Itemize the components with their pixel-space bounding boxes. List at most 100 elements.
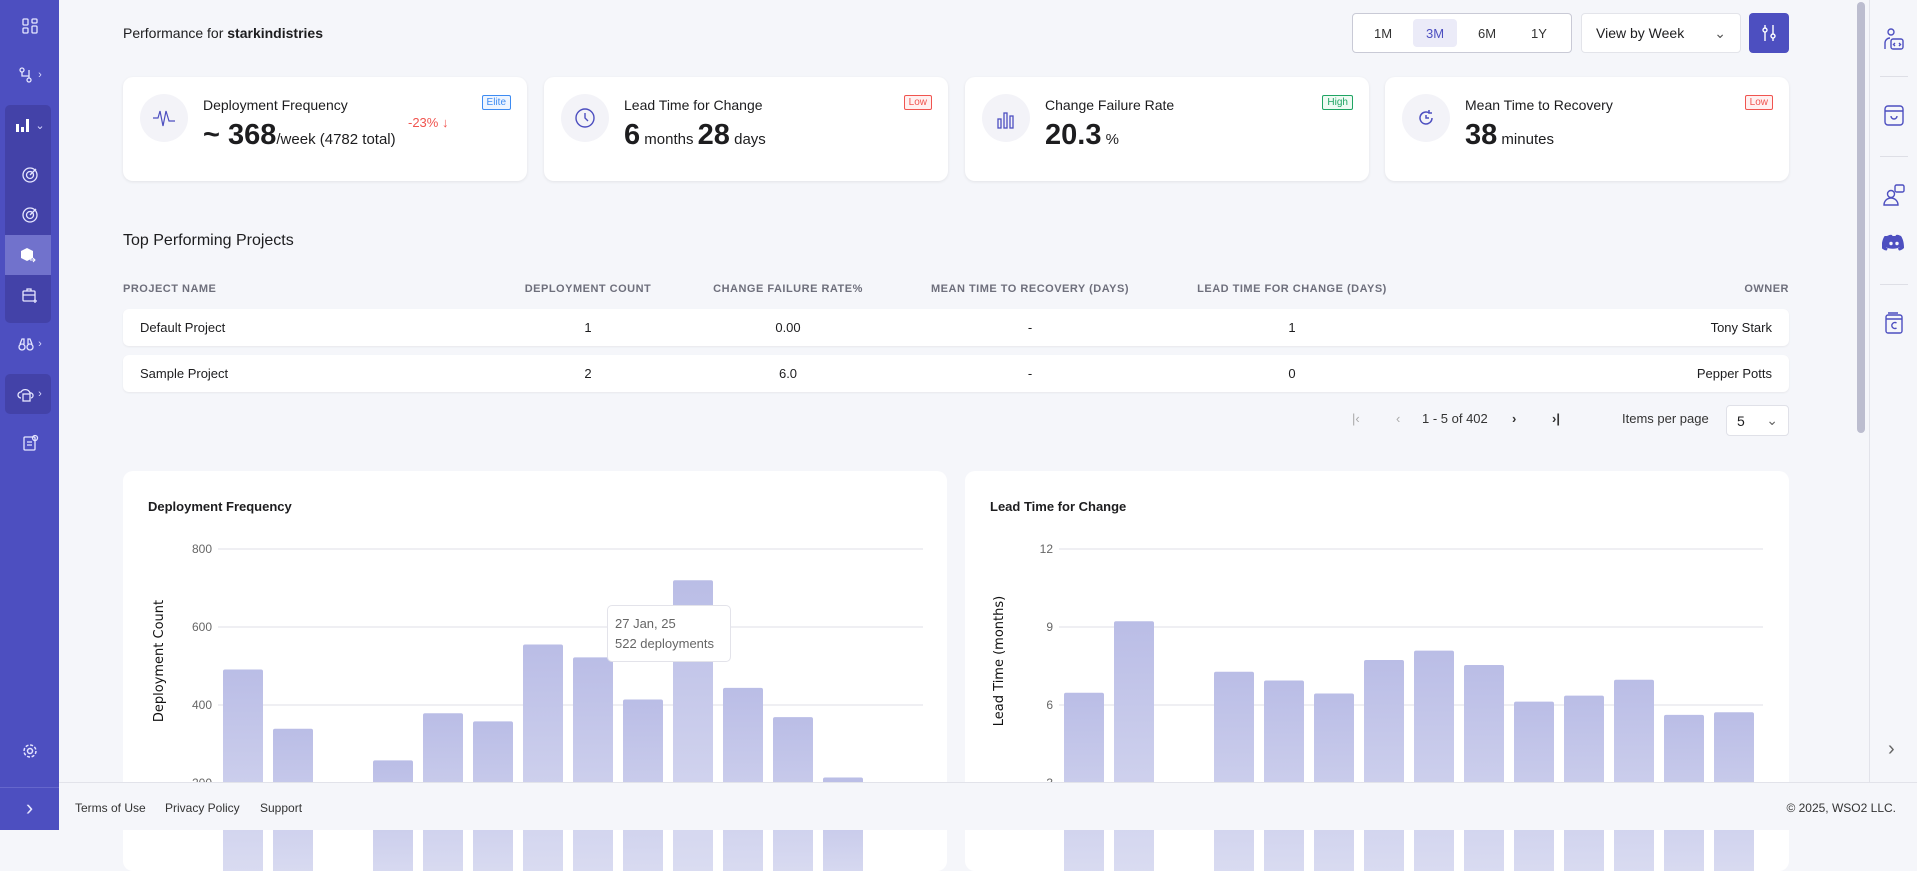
column-header[interactable]: DEPLOYMENT COUNT [524, 283, 652, 295]
sidebar-item-observe[interactable]: › [0, 324, 59, 364]
developer-icon[interactable] [1882, 27, 1906, 51]
mttr: - [1027, 366, 1033, 381]
org-name: starkindistries [227, 25, 323, 41]
column-header[interactable]: CHANGE FAILURE RATE% [713, 283, 863, 295]
deployment-count: 1 [584, 320, 592, 335]
owner: Pepper Potts [1696, 366, 1772, 381]
sidebar-item-integrations[interactable]: › [0, 55, 59, 95]
wave-icon [140, 94, 188, 142]
items-per-page-value: 5 [1737, 412, 1745, 429]
table-row[interactable]: Sample Project 2 6.0 - 0 Pepper Potts [123, 355, 1789, 392]
card-value: 20.3 % [1045, 119, 1119, 152]
bar[interactable] [1414, 650, 1454, 871]
table-row[interactable]: Default Project 1 0.00 - 1 Tony Stark [123, 309, 1789, 346]
bar[interactable] [1264, 680, 1304, 871]
bar[interactable] [523, 644, 563, 871]
bar[interactable] [1214, 671, 1254, 871]
value-number: 6 [624, 119, 641, 151]
sidebar-item-audit[interactable] [0, 423, 59, 463]
bar[interactable] [1364, 660, 1404, 871]
filter-button[interactable] [1749, 13, 1789, 53]
tooltip-date: 27 Jan, 25 [615, 616, 676, 631]
bar[interactable] [723, 687, 763, 871]
first-page-icon[interactable]: |‹ [1352, 411, 1360, 426]
column-header[interactable]: PROJECT NAME [123, 283, 217, 295]
value-unit: /week (4782 total) [276, 131, 396, 148]
range-3m[interactable]: 3M [1413, 19, 1457, 47]
column-header[interactable]: OWNER [1744, 283, 1789, 295]
card-title: Change Failure Rate [1045, 97, 1175, 113]
chevron-right-icon[interactable]: › [1888, 738, 1895, 760]
performance-badge: Low [903, 95, 932, 110]
terms-link[interactable]: Terms of Use [75, 801, 146, 815]
column-header[interactable]: MEAN TIME TO RECOVERY (DAYS) [931, 283, 1129, 295]
support-link[interactable]: Support [260, 801, 303, 815]
right-rail: › [1869, 0, 1917, 782]
bar[interactable] [1614, 679, 1654, 871]
divider [1880, 76, 1908, 77]
support-chat-icon[interactable] [1882, 183, 1906, 207]
approx-sign: ~ [203, 119, 228, 151]
card-mean-time-to-recovery: Mean Time to Recovery Low 38 minutes [1385, 77, 1789, 181]
change-failure-rate: 0.00 [775, 320, 801, 335]
view-by-value: View by Week [1596, 25, 1685, 41]
items-per-page-label: Items per page [1622, 411, 1709, 426]
card-title: Lead Time for Change [624, 97, 763, 113]
value-unit-2: days [729, 131, 766, 148]
chevron-down-icon: ⌄ [1766, 412, 1778, 428]
view-by-select[interactable]: View by Week ⌄ [1581, 13, 1741, 53]
next-page-icon[interactable]: › [1512, 411, 1517, 426]
target-icon [21, 167, 38, 183]
discord-icon[interactable] [1882, 231, 1906, 255]
sliders-icon [1762, 25, 1776, 41]
y-tick-label: 600 [192, 620, 212, 634]
target-icon [21, 207, 38, 223]
range-1y[interactable]: 1Y [1531, 25, 1547, 41]
marketplace-bag-icon[interactable] [1882, 103, 1906, 127]
last-page-icon[interactable]: ›| [1552, 411, 1560, 426]
sidebar-item-overview[interactable] [0, 6, 59, 46]
scrollbar[interactable] [1857, 2, 1865, 433]
chart-title: Deployment Frequency [148, 499, 292, 514]
y-axis-label: Deployment Count [152, 600, 167, 722]
clock-icon [561, 94, 609, 142]
range-6m[interactable]: 6M [1477, 25, 1497, 41]
sidebar-item-insights[interactable]: ⌄ [0, 105, 59, 145]
sidebar-item-cloud[interactable]: › [0, 374, 59, 414]
title-prefix: Performance for [123, 25, 228, 41]
bar[interactable] [573, 657, 613, 871]
cloud-icon [17, 388, 34, 402]
lead-time: 1 [1288, 320, 1296, 335]
project-name: Sample Project [140, 366, 229, 381]
sidebar-item-deployments[interactable] [5, 235, 51, 275]
settings-button[interactable] [0, 731, 59, 771]
prev-page-icon[interactable]: ‹ [1396, 411, 1401, 426]
bar[interactable] [1464, 664, 1504, 871]
card-value: ~ 368/week (4782 total) [203, 119, 396, 152]
recovery-icon [1402, 94, 1450, 142]
chart-tooltip: 27 Jan, 25 522 deployments [607, 605, 731, 662]
chevron-right-icon: › [38, 69, 42, 81]
footer: Terms of Use Privacy Policy Support © 20… [59, 782, 1917, 830]
package-arrow-icon [21, 248, 36, 263]
checklist-icon [22, 434, 38, 451]
bar[interactable] [223, 669, 263, 871]
value-unit: minutes [1497, 131, 1554, 148]
sidebar-item-target-2[interactable] [0, 195, 59, 235]
project-name: Default Project [140, 320, 226, 335]
range-1m[interactable]: 1M [1373, 25, 1393, 41]
sidebar-item-target-1[interactable] [0, 155, 59, 195]
binoculars-icon [18, 338, 34, 351]
flow-icon [19, 67, 32, 83]
console-c-icon[interactable] [1882, 311, 1906, 335]
items-per-page-select[interactable]: 5 ⌄ [1726, 405, 1789, 436]
bar[interactable] [1114, 621, 1154, 871]
sidebar: › ⌄ › › › [0, 0, 59, 830]
section-title: Top Performing Projects [123, 232, 294, 249]
expand-sidebar-button[interactable]: › [0, 787, 59, 827]
sidebar-item-briefcase[interactable] [0, 275, 59, 315]
privacy-link[interactable]: Privacy Policy [165, 801, 240, 815]
value-unit: months [640, 131, 698, 148]
column-header[interactable]: LEAD TIME FOR CHANGE (DAYS) [1197, 283, 1387, 295]
change-failure-rate: 6.0 [778, 366, 798, 381]
